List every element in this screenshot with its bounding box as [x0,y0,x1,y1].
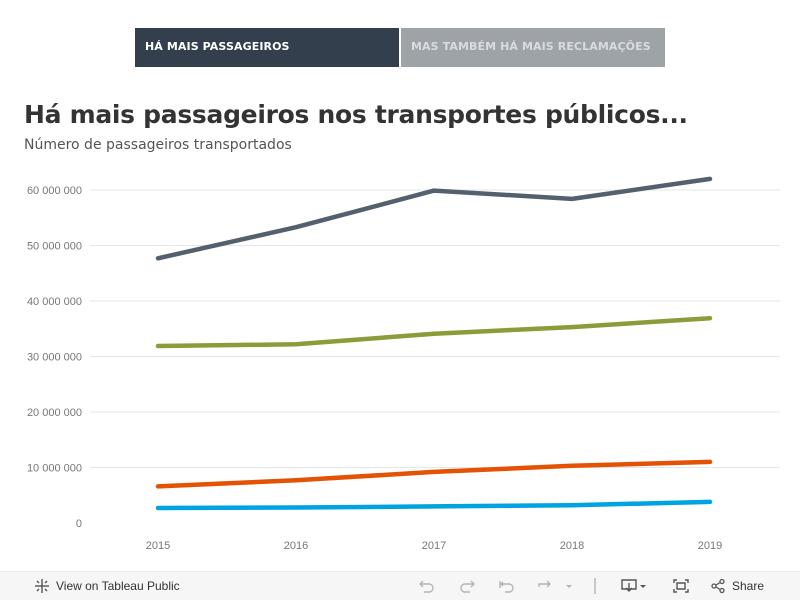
y-tick-label: 50 000 000 [27,241,82,253]
revert-button[interactable] [498,572,516,600]
revert-icon [498,578,516,594]
view-on-tableau-public-link[interactable]: View on Tableau Public [34,572,180,600]
x-tick-label: 2019 [698,540,722,552]
chevron-down-icon [638,578,648,594]
x-tick-label: 2016 [284,540,308,552]
series-line-1 [155,176,713,261]
series-line-2 [155,315,713,349]
y-tick-label: 20 000 000 [27,407,82,419]
fullscreen-button[interactable] [672,572,690,600]
y-tick-label: 0 [76,518,82,530]
share-icon [710,578,726,594]
download-button[interactable] [620,572,648,600]
chart-title: Há mais passageiros nos transportes públ… [24,100,688,129]
tableau-logo-icon [34,578,50,594]
refresh-button[interactable] [536,572,554,600]
fullscreen-icon [672,578,690,594]
refresh-icon [536,578,554,594]
x-tick-label: 2017 [422,540,446,552]
share-button[interactable]: Share [710,572,764,600]
chart-subtitle: Número de passageiros transportados [24,137,292,153]
x-tick-label: 2015 [146,540,170,552]
tab-mais-reclamacoes[interactable]: MAS TAMBÉM HÁ MAIS RECLAMAÇÕES [401,28,665,67]
view-on-tableau-public-label: View on Tableau Public [56,579,180,593]
story-tabs: HÁ MAIS PASSAGEIROS MAS TAMBÉM HÁ MAIS R… [135,28,665,67]
download-icon [620,578,638,594]
x-tick-label: 2018 [560,540,584,552]
y-tick-label: 30 000 000 [27,352,82,364]
redo-icon [458,578,476,594]
series-line-3 [155,459,713,489]
undo-button[interactable] [418,572,436,600]
y-tick-label: 60 000 000 [27,185,82,197]
series-line-4 [155,499,713,511]
tableau-toolbar: View on Tableau Public [0,571,800,600]
toolbar-divider [594,572,596,600]
y-tick-label: 40 000 000 [27,296,82,308]
chevron-down-icon [564,578,574,594]
line-chart: 0 10 000 000 20 000 000 30 000 000 40 000 00… [27,176,780,552]
redo-button[interactable] [458,572,476,600]
undo-icon [418,578,436,594]
pause-dropdown-button[interactable] [564,572,574,600]
y-tick-label: 10 000 000 [27,463,82,475]
share-label: Share [732,579,765,593]
tab-ha-mais-passageiros[interactable]: HÁ MAIS PASSAGEIROS [135,28,399,67]
